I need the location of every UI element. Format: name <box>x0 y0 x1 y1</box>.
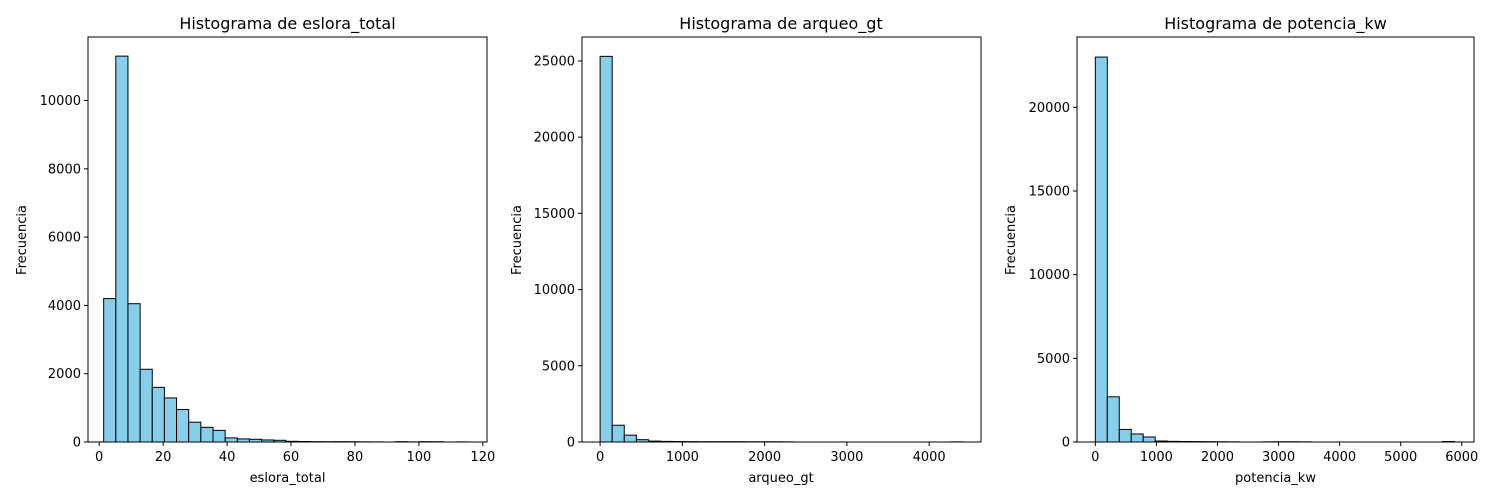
histogram-bar <box>176 409 190 443</box>
x-tick-label: 2000 <box>748 450 781 465</box>
x-tick-label: 40 <box>219 450 236 465</box>
histogram-bar <box>212 429 226 443</box>
y-tick-label: 10000 <box>40 94 81 109</box>
x-tick-label: 4000 <box>1323 450 1356 465</box>
histogram-bar <box>127 303 141 443</box>
x-tick-label: 1000 <box>1140 450 1173 465</box>
bars <box>103 55 469 443</box>
histogram-bar <box>139 368 153 443</box>
y-tick-label: 20000 <box>534 131 575 146</box>
y-tick-label: 25000 <box>534 54 575 69</box>
chart-title: Histograma de potencia_kw <box>1164 14 1387 34</box>
y-tick-label: 0 <box>73 436 81 451</box>
x-tick-label: 5000 <box>1384 450 1417 465</box>
y-tick-label: 10000 <box>1029 268 1070 283</box>
y-axis-label: Frecuencia <box>15 205 30 275</box>
x-tick-label: 2000 <box>1201 450 1234 465</box>
y-tick-label: 4000 <box>48 299 81 314</box>
y-axis-label: Frecuencia <box>510 205 525 275</box>
histogram-bar <box>163 397 178 443</box>
plot-frame <box>581 36 982 443</box>
histogram-bar <box>623 434 637 443</box>
histogram-panel-potencia-kw: Histograma de potencia_kw potencia_kw Fr… <box>1004 14 1478 486</box>
histogram-bar <box>200 426 214 443</box>
y-tick-label: 15000 <box>534 207 575 222</box>
x-tick-label: 120 <box>470 450 495 465</box>
axis-ticks: 0 1000 2000 3000 4000 5000 6000 0 5000 10000 15000… <box>1029 101 1479 465</box>
histogram-bar <box>1094 56 1108 443</box>
histogram-bar <box>1118 428 1132 443</box>
axis-ticks: 0 1000 2000 3000 4000 0 5000 10000 15000 20000 250… <box>534 54 946 465</box>
chart-title: Histograma de arqueo_gt <box>679 14 882 34</box>
plot-frame <box>87 36 488 443</box>
x-tick-label: 0 <box>95 450 103 465</box>
y-tick-label: 10000 <box>534 283 575 298</box>
histogram-bar <box>151 386 165 443</box>
plot-frame <box>1076 36 1475 443</box>
x-axis-label: eslora_total <box>250 471 326 486</box>
x-tick-label: 1000 <box>666 450 699 465</box>
x-tick-label: 6000 <box>1445 450 1478 465</box>
y-tick-label: 6000 <box>48 231 81 246</box>
histogram-bar <box>1130 433 1144 443</box>
histogram-panel-arqueo-gt: Histograma de arqueo_gt arqueo_gt Frecue… <box>510 14 982 486</box>
x-axis-label: potencia_kw <box>1235 471 1316 486</box>
y-tick-label: 2000 <box>48 367 81 382</box>
y-tick-label: 5000 <box>1037 352 1070 367</box>
histogram-panel-eslora-total: Histograma de eslora_total eslora_total … <box>15 14 495 486</box>
histogram-bar <box>224 437 238 443</box>
histogram-bar <box>103 298 117 443</box>
y-tick-label: 0 <box>567 436 575 451</box>
bars <box>599 55 964 443</box>
bars <box>1094 56 1455 443</box>
x-tick-label: 0 <box>596 450 604 465</box>
histogram-bar <box>1142 436 1156 443</box>
x-tick-label: 3000 <box>830 450 863 465</box>
y-tick-label: 0 <box>1062 436 1070 451</box>
y-tick-label: 8000 <box>48 162 81 177</box>
x-tick-label: 0 <box>1091 450 1099 465</box>
x-tick-label: 3000 <box>1262 450 1295 465</box>
x-axis-label: arqueo_gt <box>748 471 813 486</box>
chart-title: Histograma de eslora_total <box>179 14 395 34</box>
y-tick-label: 15000 <box>1029 184 1070 199</box>
x-tick-label: 4000 <box>913 450 946 465</box>
x-tick-label: 80 <box>347 450 364 465</box>
histogram-bar <box>1106 396 1120 443</box>
y-tick-label: 20000 <box>1029 101 1070 116</box>
histogram-bar <box>115 55 129 443</box>
y-tick-label: 5000 <box>542 359 575 374</box>
axis-ticks: 0 20 40 60 80 100 120 0 2000 4000 6000 8000 10000 <box>40 94 496 465</box>
x-tick-label: 60 <box>283 450 300 465</box>
x-tick-label: 100 <box>406 450 431 465</box>
histogram-bar <box>599 55 613 443</box>
y-axis-label: Frecuencia <box>1004 205 1019 275</box>
histogram-bar <box>611 424 625 443</box>
x-tick-label: 20 <box>155 450 172 465</box>
histogram-bar <box>188 421 202 443</box>
